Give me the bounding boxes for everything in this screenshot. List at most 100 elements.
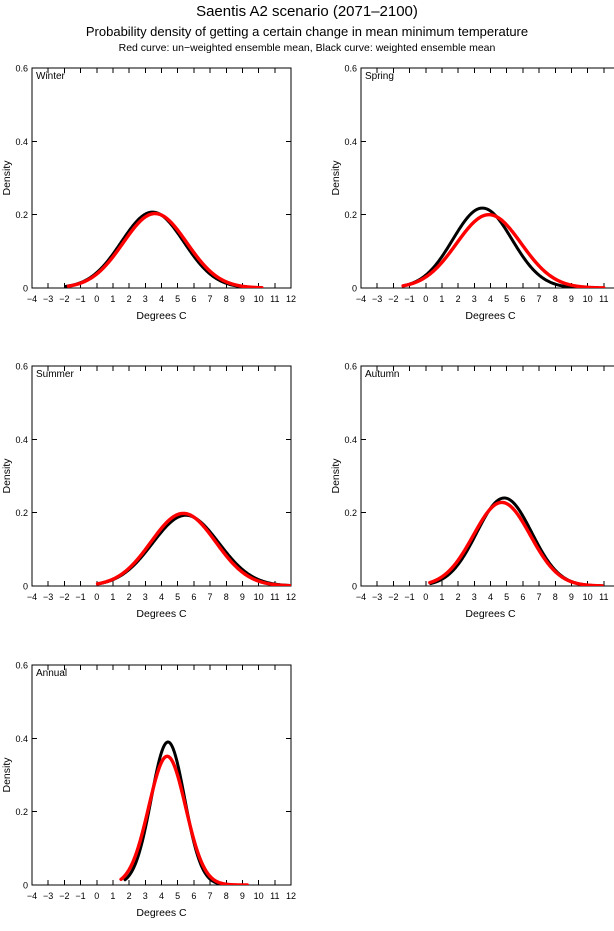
x-tick-label: 2 bbox=[127, 294, 132, 304]
x-tick-label: 7 bbox=[537, 592, 542, 602]
y-tick-label: 0.6 bbox=[15, 362, 28, 372]
y-tick-label: 0 bbox=[23, 881, 28, 891]
x-tick-label: 3 bbox=[143, 294, 148, 304]
x-tick-label: 6 bbox=[191, 891, 196, 901]
x-tick-label: −4 bbox=[356, 592, 366, 602]
x-axis-title: Degrees C bbox=[136, 310, 187, 322]
x-tick-label: 2 bbox=[127, 891, 132, 901]
x-tick-label: 9 bbox=[569, 592, 574, 602]
x-tick-label: 5 bbox=[504, 592, 509, 602]
x-tick-label: −2 bbox=[59, 891, 69, 901]
y-tick-label: 0 bbox=[23, 582, 28, 592]
x-tick-label: 7 bbox=[208, 592, 213, 602]
figure-legend-note: Red curve: un−weighted ensemble mean, Bl… bbox=[118, 42, 496, 54]
x-tick-label: 10 bbox=[583, 592, 593, 602]
x-tick-label: 11 bbox=[599, 294, 608, 304]
panel-title-label: Winter bbox=[36, 71, 66, 82]
y-tick-label: 0.4 bbox=[15, 137, 28, 147]
x-tick-label: 10 bbox=[254, 891, 264, 901]
x-tick-label: 0 bbox=[94, 891, 99, 901]
x-tick-label: −1 bbox=[75, 592, 85, 602]
y-tick-label: 0.4 bbox=[15, 435, 28, 445]
x-tick-label: −1 bbox=[75, 294, 85, 304]
x-tick-label: 11 bbox=[270, 592, 279, 602]
x-tick-label: 0 bbox=[423, 592, 428, 602]
x-tick-label: 0 bbox=[94, 294, 99, 304]
x-tick-label: 3 bbox=[472, 592, 477, 602]
density-curve-weighted bbox=[123, 740, 238, 885]
plot-box bbox=[360, 67, 614, 289]
y-tick-label: 0.6 bbox=[15, 64, 28, 74]
y-tick-label: 0.6 bbox=[15, 661, 28, 671]
x-tick-label: 0 bbox=[94, 592, 99, 602]
x-tick-label: 9 bbox=[240, 891, 245, 901]
x-tick-label: 2 bbox=[127, 592, 132, 602]
figure-title: Saentis A2 scenario (2071–2100) bbox=[196, 3, 418, 20]
x-tick-label: 2 bbox=[456, 294, 461, 304]
y-tick-label: 0.4 bbox=[15, 734, 28, 744]
x-tick-label: −4 bbox=[27, 592, 37, 602]
chart-panel-autumn: −4−3−2−1012345678910111200.20.40.6Autumn… bbox=[329, 362, 614, 632]
y-tick-label: 0.6 bbox=[344, 64, 357, 74]
x-tick-label: 8 bbox=[224, 891, 229, 901]
x-tick-label: −3 bbox=[372, 592, 382, 602]
x-tick-label: −3 bbox=[43, 592, 53, 602]
y-tick-label: 0 bbox=[352, 284, 357, 294]
x-tick-label: 8 bbox=[224, 592, 229, 602]
x-tick-label: 1 bbox=[110, 592, 115, 602]
x-tick-label: 12 bbox=[286, 294, 296, 304]
x-tick-label: 0 bbox=[423, 294, 428, 304]
x-tick-label: 4 bbox=[159, 294, 164, 304]
x-tick-label: 5 bbox=[175, 294, 180, 304]
density-curve-unweighted bbox=[95, 511, 291, 586]
y-tick-label: 0 bbox=[23, 284, 28, 294]
chart-panel-annual: −4 −3 −2 −1 0 1 2 3 4 5 6 7 8 9 10 11 12 0 0.2 0.4 0.6 Annual… bbox=[0, 661, 301, 931]
density-curve-unweighted bbox=[401, 212, 606, 288]
x-tick-label: 9 bbox=[569, 294, 574, 304]
figure-subtitle: Probability density of getting a certain… bbox=[85, 24, 529, 39]
x-tick-label: 2 bbox=[456, 592, 461, 602]
x-tick-label: −4 bbox=[27, 294, 37, 304]
x-tick-label: 10 bbox=[254, 294, 264, 304]
panel-title-label: Summer bbox=[36, 369, 74, 380]
x-tick-label: 12 bbox=[286, 592, 296, 602]
x-tick-label: 5 bbox=[504, 294, 509, 304]
x-tick-label: 3 bbox=[472, 294, 477, 304]
panel-title-label: Spring bbox=[365, 71, 394, 82]
x-tick-label: −3 bbox=[43, 294, 53, 304]
figure-header: Saentis A2 scenario (2071–2100) Probabil… bbox=[0, 0, 614, 55]
y-axis-title: Density bbox=[330, 458, 342, 494]
x-tick-label: 6 bbox=[191, 294, 196, 304]
x-tick-label: −4 bbox=[27, 891, 37, 901]
x-tick-label: 10 bbox=[254, 592, 264, 602]
y-axis-title: Density bbox=[1, 757, 13, 793]
y-tick-label: 0.2 bbox=[15, 210, 28, 220]
x-tick-label: −2 bbox=[59, 592, 69, 602]
plot-box bbox=[360, 365, 614, 587]
panel-title-label: Autumn bbox=[365, 369, 399, 380]
x-tick-label: 7 bbox=[208, 891, 213, 901]
x-tick-label: 11 bbox=[270, 294, 279, 304]
y-tick-label: 0.6 bbox=[344, 362, 357, 372]
density-curve-unweighted bbox=[119, 754, 249, 885]
y-tick-label: 0.2 bbox=[15, 508, 28, 518]
y-tick-label: 0.4 bbox=[344, 435, 357, 445]
x-axis-title: Degrees C bbox=[465, 608, 516, 620]
x-tick-label: 4 bbox=[488, 294, 493, 304]
x-tick-label: 6 bbox=[520, 592, 525, 602]
y-tick-label: 0.2 bbox=[344, 210, 357, 220]
x-tick-label: 8 bbox=[553, 592, 558, 602]
x-tick-label: 4 bbox=[159, 592, 164, 602]
x-tick-label: −4 bbox=[356, 294, 366, 304]
x-tick-label: 9 bbox=[240, 294, 245, 304]
x-tick-label: 1 bbox=[439, 294, 444, 304]
x-tick-label: 6 bbox=[520, 294, 525, 304]
x-tick-label: 4 bbox=[159, 891, 164, 901]
x-tick-label: 10 bbox=[583, 294, 593, 304]
y-axis-title: Density bbox=[1, 458, 13, 494]
x-tick-label: 1 bbox=[110, 294, 115, 304]
y-axis-title: Density bbox=[1, 160, 13, 196]
x-axis-title: Degrees C bbox=[136, 907, 187, 919]
x-tick-label: 12 bbox=[286, 891, 296, 901]
x-tick-label: 5 bbox=[175, 592, 180, 602]
